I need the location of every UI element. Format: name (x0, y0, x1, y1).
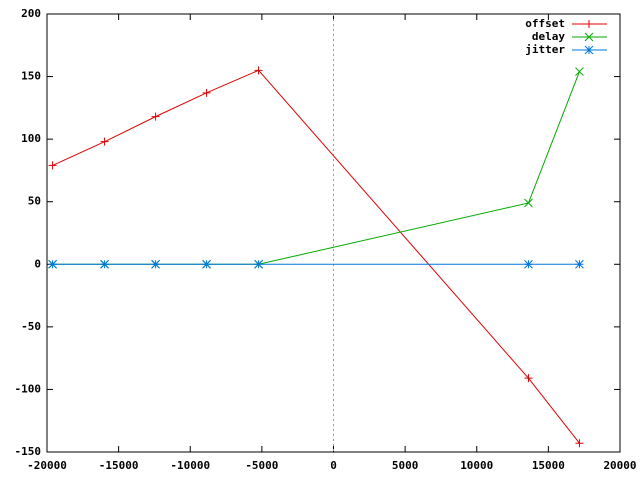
marker (151, 259, 160, 269)
x-tick-label: -10000 (170, 459, 210, 472)
y-tick-label: 150 (21, 70, 41, 83)
x-tick-label: 20000 (603, 459, 636, 472)
x-tick-label: 0 (330, 459, 337, 472)
y-tick-label: -150 (15, 445, 42, 458)
x-tick-label: 5000 (392, 459, 419, 472)
legend-label: jitter (525, 43, 565, 56)
plot-area (48, 66, 584, 448)
marker (584, 45, 594, 55)
marker (202, 259, 211, 269)
marker (254, 259, 263, 269)
y-tick-label: 50 (28, 195, 41, 208)
marker (202, 88, 211, 97)
legend-label: delay (532, 30, 565, 43)
x-tick-label: -20000 (27, 459, 67, 472)
y-tick-label: -100 (15, 382, 42, 395)
y-tick-label: -50 (21, 320, 41, 333)
marker (524, 259, 533, 269)
x-tick-label: 10000 (460, 459, 493, 472)
series-line (52, 71, 580, 265)
x-tick-label: -5000 (245, 459, 278, 472)
marker (575, 259, 584, 269)
marker (524, 198, 533, 208)
y-tick-label: 0 (34, 257, 41, 270)
marker (48, 161, 57, 170)
marker (524, 374, 533, 383)
legend-label: offset (525, 17, 565, 30)
y-tick-label: 100 (21, 132, 41, 145)
marker (575, 439, 584, 448)
marker (100, 137, 109, 146)
x-tick-label: 15000 (532, 459, 565, 472)
marker (585, 20, 593, 28)
marker (575, 67, 584, 76)
marker (254, 66, 263, 75)
marker (100, 259, 109, 269)
y-tick-label: 200 (21, 7, 41, 20)
marker (151, 112, 160, 121)
marker (584, 32, 594, 42)
marker (48, 259, 57, 269)
series-line (52, 69, 580, 444)
x-tick-label: -15000 (99, 459, 139, 472)
